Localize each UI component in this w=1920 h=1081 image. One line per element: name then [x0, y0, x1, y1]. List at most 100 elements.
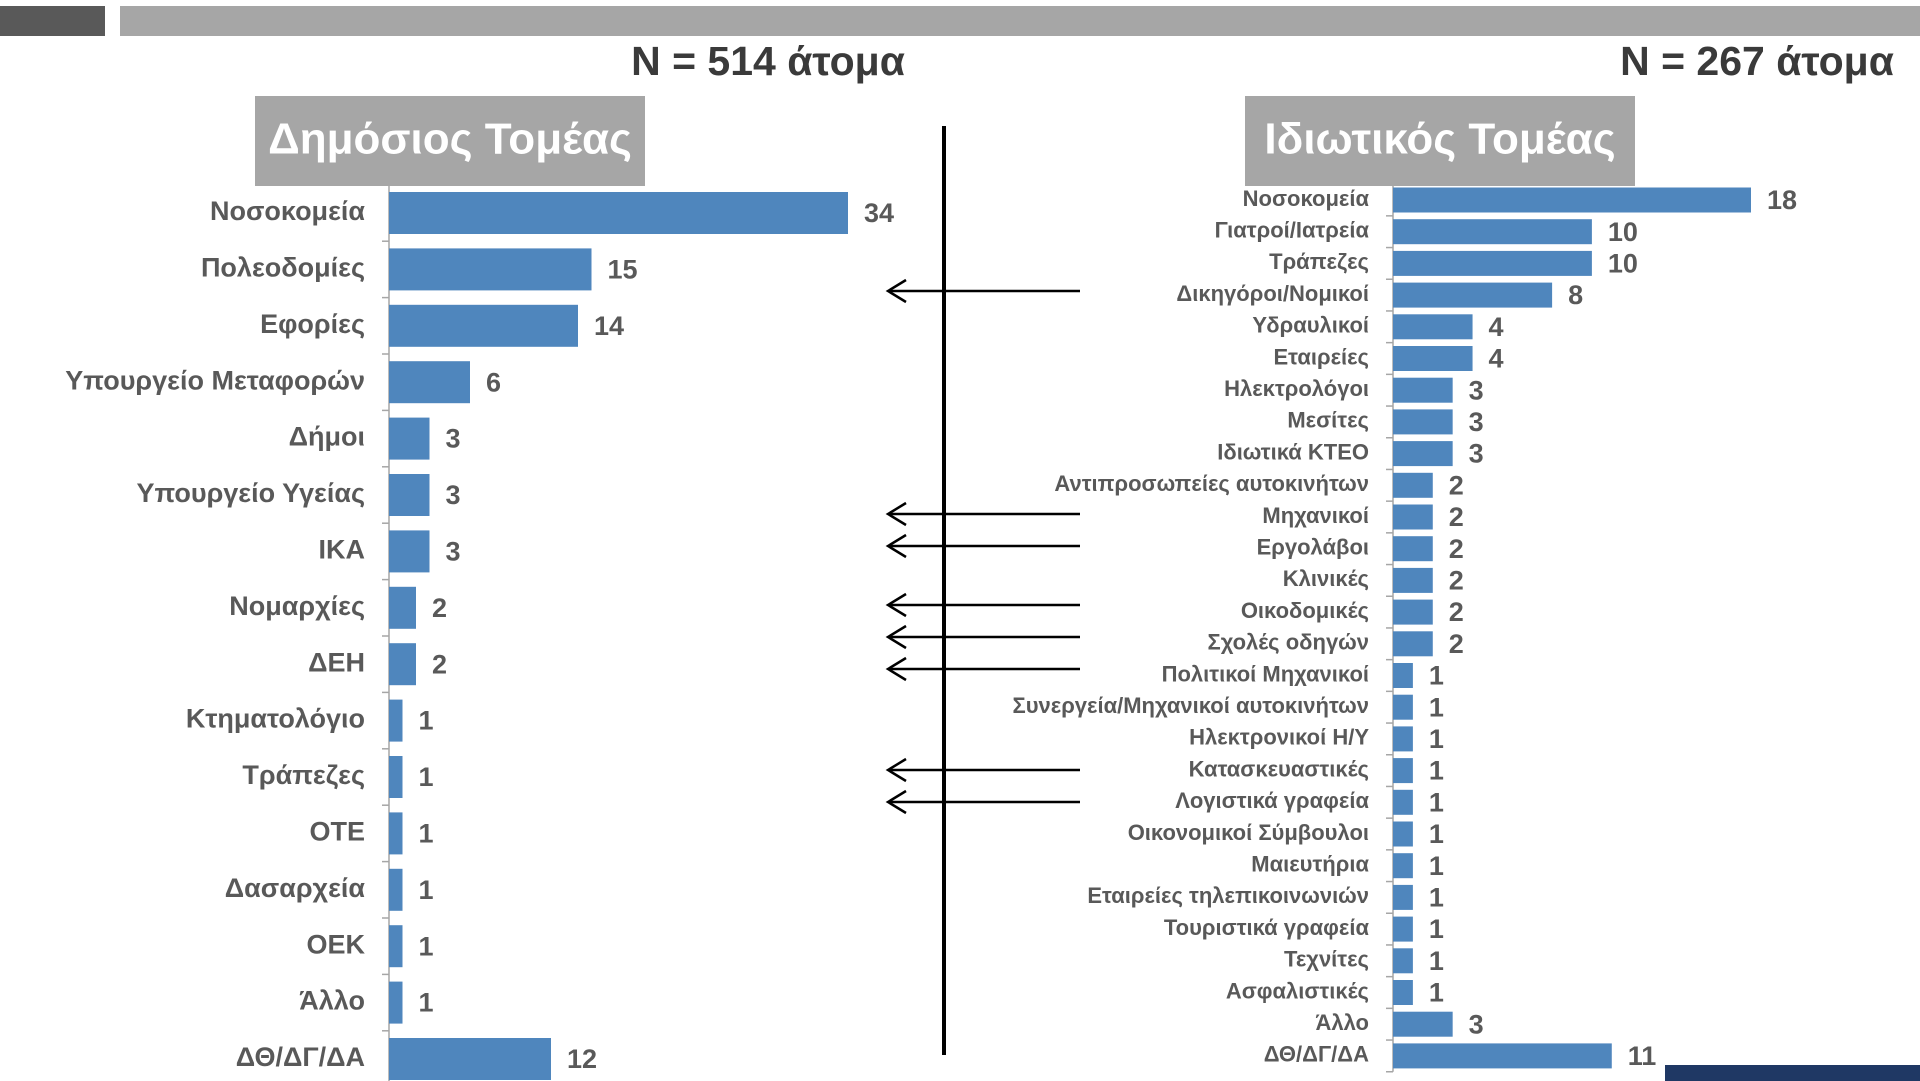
value-label: 3: [446, 424, 461, 454]
value-label: 10: [1608, 217, 1638, 247]
bar: [389, 1038, 551, 1080]
value-label: 34: [864, 198, 894, 228]
bar: [389, 361, 470, 404]
category-label: Νομαρχίες: [229, 591, 365, 621]
category-label: Υπουργείο Υγείας: [136, 478, 365, 508]
bar: [1393, 789, 1413, 815]
bar: [1393, 980, 1413, 1005]
category-label: Άλλο: [299, 986, 365, 1016]
bar: [389, 304, 578, 347]
bar: [1393, 504, 1433, 530]
bar: [1393, 948, 1413, 974]
value-label: 1: [1429, 756, 1444, 786]
category-label: Οικοδομικές: [1241, 598, 1369, 623]
value-label: 1: [1429, 883, 1444, 913]
bar: [389, 699, 403, 742]
category-label: Λογιστικά γραφεία: [1175, 788, 1369, 813]
bar: [1393, 1043, 1612, 1069]
bar: [1393, 346, 1473, 371]
bar: [1393, 821, 1413, 847]
value-label: 1: [419, 931, 434, 961]
bar: [1393, 377, 1453, 403]
category-label: ΟΕΚ: [306, 929, 365, 959]
bar: [1393, 726, 1413, 752]
value-label: 6: [486, 367, 501, 397]
value-label: 1: [419, 875, 434, 905]
header-box: [255, 96, 645, 186]
category-label: Δήμοι: [289, 422, 365, 452]
value-label: 2: [1449, 629, 1464, 659]
bar: [1393, 631, 1433, 657]
value-label: 4: [1489, 344, 1504, 374]
value-label: 18: [1767, 185, 1797, 215]
value-label: 1: [419, 762, 434, 792]
value-label: 11: [1628, 1041, 1657, 1071]
arrow-head: [885, 789, 907, 815]
category-label: Μηχανικοί: [1262, 503, 1369, 528]
value-label: 3: [1469, 1009, 1484, 1039]
value-label: 1: [1429, 724, 1444, 754]
category-label: Εργολάβοι: [1257, 535, 1369, 560]
category-label: Άλλο: [1315, 1010, 1369, 1035]
bar: [389, 643, 416, 686]
bar: [1393, 409, 1453, 435]
category-label: ΙΚΑ: [319, 535, 366, 565]
bar: [1393, 1011, 1453, 1037]
value-label: 3: [1469, 407, 1484, 437]
bar: [389, 812, 403, 855]
category-label: Ασφαλιστικές: [1226, 978, 1369, 1003]
value-label: 4: [1489, 312, 1504, 342]
n-label: N = 514 άτομα: [631, 38, 905, 84]
value-label: 1: [419, 706, 434, 736]
value-label: 10: [1608, 249, 1638, 279]
category-label: Ηλεκτρολόγοι: [1224, 376, 1369, 401]
value-label: 2: [1449, 597, 1464, 627]
bar: [1393, 187, 1751, 213]
top-bar-light: [120, 6, 1920, 36]
value-label: 1: [1429, 787, 1444, 817]
arrow-head: [885, 592, 907, 618]
category-label: ΔΘ/ΔΓ/ΔΑ: [236, 1042, 365, 1072]
bar: [1393, 314, 1473, 340]
bar: [389, 868, 403, 911]
category-label: Κλινικές: [1283, 566, 1369, 591]
value-label: 1: [1429, 661, 1444, 691]
bar: [389, 417, 430, 460]
bar: [1393, 441, 1453, 467]
category-label: Εφορίες: [260, 309, 365, 339]
arrows: [885, 278, 1080, 815]
bar: [1393, 282, 1553, 308]
top-bar-dark: [0, 6, 105, 36]
value-label: 3: [1469, 439, 1484, 469]
category-label: Δασαρχεία: [225, 873, 366, 903]
value-label: 1: [1429, 946, 1444, 976]
bar: [1393, 853, 1413, 879]
header-box: [1245, 96, 1635, 186]
category-label: Εταιρείες: [1273, 344, 1369, 369]
bar: [1393, 916, 1413, 942]
arrow-head: [885, 624, 907, 650]
arrow-head: [885, 656, 907, 682]
value-label: 1: [419, 988, 434, 1018]
category-label: Κτηματολόγιο: [186, 704, 365, 734]
value-label: 1: [1429, 978, 1444, 1008]
category-label: Τουριστικά γραφεία: [1164, 915, 1370, 940]
value-label: 1: [419, 819, 434, 849]
category-label: Ηλεκτρονικοί Η/Υ: [1189, 725, 1369, 750]
category-label: Δικηγόροι/Νομικοί: [1176, 281, 1369, 306]
category-label: Αντιπροσωπείες αυτοκινήτων: [1054, 471, 1369, 496]
value-label: 1: [1429, 851, 1444, 881]
corner-logo: [1665, 1065, 1920, 1081]
bar: [1393, 663, 1413, 688]
bar: [1393, 694, 1413, 720]
arrow-head: [885, 533, 907, 559]
n-label: N = 267 άτομα: [1620, 38, 1894, 84]
value-label: 2: [1449, 502, 1464, 532]
category-label: Μεσίτες: [1287, 408, 1369, 433]
arrow-head: [885, 278, 907, 304]
header-text: Ιδιωτικός Τομέας: [1264, 115, 1615, 164]
bar: [389, 756, 403, 798]
value-label: 3: [446, 537, 461, 567]
bar: [1393, 758, 1413, 784]
